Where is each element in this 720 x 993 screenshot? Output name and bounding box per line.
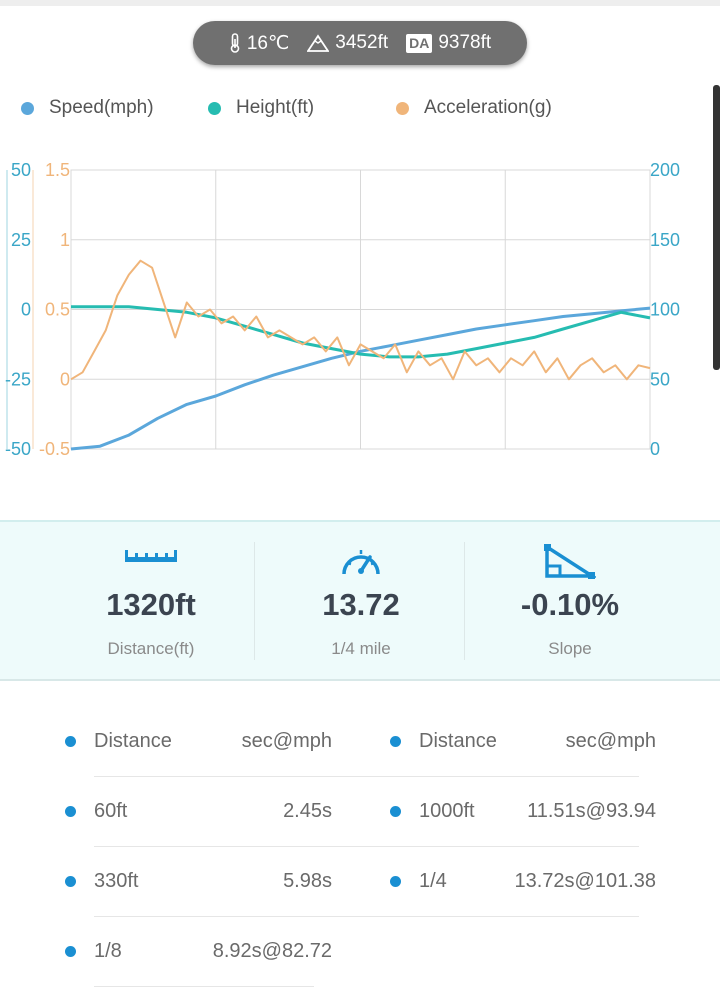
stat-distance: 1320ft Distance(ft) bbox=[46, 522, 256, 682]
bullet-icon bbox=[65, 876, 76, 887]
bullet-icon bbox=[65, 946, 76, 957]
ruler-icon bbox=[125, 550, 177, 562]
row-divider bbox=[94, 776, 639, 777]
altitude-readout: 3452ft bbox=[307, 32, 388, 54]
da-badge: DA bbox=[406, 33, 433, 53]
series-line-speed-mph bbox=[70, 306, 651, 451]
header-time-right: sec@mph bbox=[565, 730, 656, 752]
bullet-icon bbox=[390, 736, 401, 747]
stats-divider bbox=[464, 542, 465, 660]
left-outer-tick-label: 0 bbox=[21, 300, 31, 320]
row-divider bbox=[94, 846, 639, 847]
thermometer-icon bbox=[230, 33, 240, 53]
chart-series bbox=[70, 259, 651, 451]
density-altitude-value: 9378ft bbox=[438, 32, 492, 53]
temperature-value: 16℃ bbox=[246, 32, 290, 54]
row-divider bbox=[94, 986, 314, 987]
bullet-icon bbox=[390, 876, 401, 887]
distance-value: 1320ft bbox=[106, 587, 196, 622]
mountain-icon bbox=[307, 34, 330, 52]
split-distance: 330ft bbox=[94, 870, 139, 892]
header-time-left: sec@mph bbox=[241, 730, 332, 752]
legend-dot-acceleration bbox=[396, 101, 409, 115]
stat-slope: -0.10% Slope bbox=[465, 522, 675, 682]
legend-speed[interactable]: Speed(mph) bbox=[21, 97, 154, 119]
split-distance: 60ft bbox=[94, 800, 128, 822]
distance-label: Distance(ft) bbox=[107, 639, 195, 658]
split-time: 13.72s@101.38 bbox=[514, 870, 656, 892]
scrollbar[interactable] bbox=[713, 85, 720, 370]
bullet-icon bbox=[65, 736, 76, 747]
split-time: 8.92s@82.72 bbox=[212, 940, 332, 962]
right-tick-label: 100 bbox=[650, 300, 680, 320]
left-inner-tick-label: 1.5 bbox=[45, 160, 70, 180]
right-tick-label: 150 bbox=[650, 230, 680, 250]
series-line-height-ft bbox=[71, 305, 651, 359]
right-tick-label: 50 bbox=[650, 369, 670, 389]
header-distance-right: Distance bbox=[419, 730, 497, 752]
bullet-icon bbox=[390, 806, 401, 817]
legend-label-speed: Speed(mph) bbox=[49, 97, 154, 118]
right-tick-label: 0 bbox=[650, 439, 660, 459]
legend-height[interactable]: Height(ft) bbox=[208, 97, 314, 119]
bullet-icon bbox=[65, 806, 76, 817]
stat-quarter-mile: 13.72 1/4 mile bbox=[256, 522, 466, 682]
left-inner-tick-label: 0.5 bbox=[45, 300, 70, 320]
speedometer-icon bbox=[342, 550, 380, 575]
altitude-value: 3452ft bbox=[335, 32, 389, 53]
right-tick-label: 200 bbox=[650, 160, 680, 180]
series-line-acceleration-g bbox=[70, 259, 651, 381]
slope-value: -0.10% bbox=[520, 587, 620, 622]
left-inner-tick-label: -0.5 bbox=[39, 439, 70, 459]
legend-label-acceleration: Acceleration(g) bbox=[424, 97, 552, 118]
split-distance: 1/4 bbox=[419, 870, 447, 892]
left-inner-tick-label: 1 bbox=[60, 230, 70, 250]
left-outer-tick-label: 50 bbox=[11, 160, 31, 180]
left-outer-tick-label: -50 bbox=[5, 439, 31, 459]
quarter-mile-label: 1/4 mile bbox=[331, 639, 391, 658]
left-outer-tick-label: -25 bbox=[5, 369, 31, 389]
header-distance-left: Distance bbox=[94, 730, 172, 752]
split-distance: 1000ft bbox=[419, 800, 475, 822]
slope-icon bbox=[544, 544, 596, 579]
row-divider bbox=[94, 916, 639, 917]
split-time: 5.98s bbox=[283, 870, 332, 892]
top-strip bbox=[0, 0, 720, 6]
chart-legend: Speed(mph) Height(ft) Acceleration(g) bbox=[0, 97, 720, 125]
conditions-pill: 16℃ 3452ft DA 9378ft bbox=[193, 21, 527, 65]
legend-dot-height bbox=[208, 101, 221, 115]
legend-acceleration[interactable]: Acceleration(g) bbox=[396, 97, 552, 119]
chart-tick-labels: 50 25 0 -25 -50 1.5 1 0.5 0 -0.5 200 150 100 50 0 bbox=[5, 160, 680, 459]
left-outer-tick-label: 25 bbox=[11, 230, 31, 250]
temperature-readout: 16℃ bbox=[229, 32, 289, 55]
quarter-mile-value: 13.72 bbox=[322, 587, 400, 622]
slope-label: Slope bbox=[548, 639, 592, 658]
split-time: 2.45s bbox=[283, 800, 332, 822]
split-distance: 1/8 bbox=[94, 940, 122, 962]
stats-divider bbox=[254, 542, 255, 660]
split-time: 11.51s@93.94 bbox=[527, 800, 656, 822]
legend-dot-speed bbox=[21, 101, 34, 115]
performance-chart[interactable]: 50 25 0 -25 -50 1.5 1 0.5 0 -0.5 200 150 100 50 0 bbox=[0, 140, 710, 470]
legend-label-height: Height(ft) bbox=[236, 97, 315, 118]
left-inner-tick-label: 0 bbox=[60, 369, 70, 389]
stats-panel: 1320ft Distance(ft) 13.72 1/4 mile bbox=[0, 520, 720, 681]
chart-grid bbox=[6, 169, 651, 450]
density-altitude-readout: DA 9378ft bbox=[406, 32, 491, 54]
